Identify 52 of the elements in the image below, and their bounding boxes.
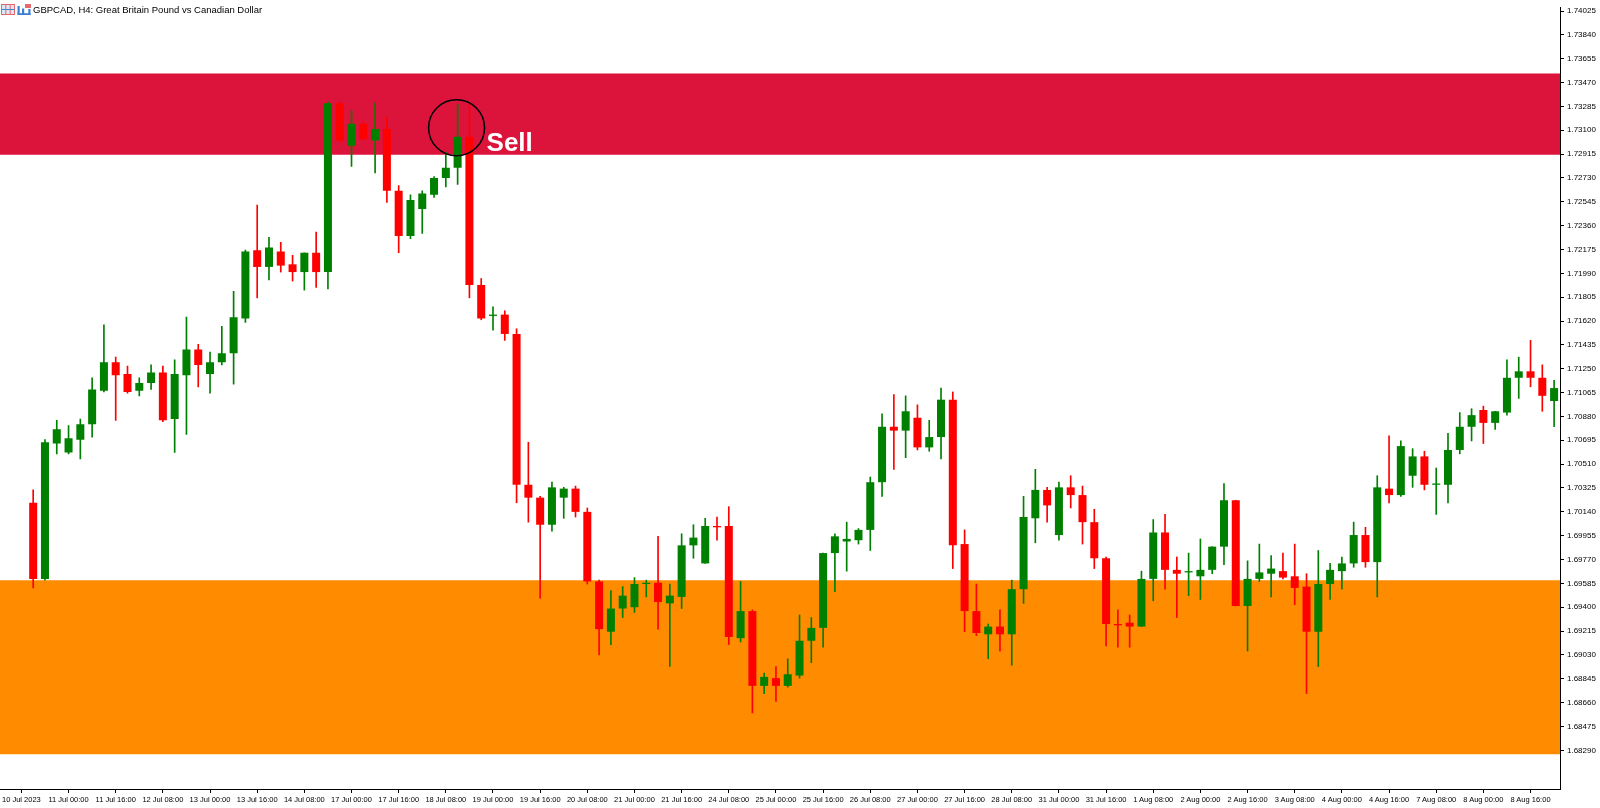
y-tick-label: 1.68660: [1567, 697, 1597, 707]
y-tick-label: 1.73100: [1567, 125, 1597, 135]
candlestick: [217, 325, 226, 366]
y-tick-label: 1.74025: [1567, 6, 1597, 16]
y-tick-label: 1.70695: [1567, 435, 1597, 445]
candlestick: [1385, 435, 1394, 504]
candlestick: [371, 102, 380, 174]
candlestick: [111, 356, 120, 421]
y-tick-label: 1.71620: [1567, 316, 1597, 326]
candlestick: [1337, 556, 1346, 590]
y-tick-label: 1.71805: [1567, 292, 1597, 302]
y-tick-label: 1.68845: [1567, 673, 1597, 683]
y-tick-label: 1.73655: [1567, 53, 1597, 63]
y-tick-label: 1.72730: [1567, 173, 1597, 183]
candlestick: [1267, 555, 1276, 598]
y-tick-label: 1.68290: [1567, 745, 1597, 755]
y-tick-label: 1.72915: [1567, 149, 1597, 159]
candlestick: [1290, 543, 1299, 605]
chart-title: GBPCAD, H4: Great Britain Pound vs Canadian Dollar: [33, 3, 263, 15]
candlestick: [1066, 475, 1075, 509]
y-tick-label: 1.71990: [1567, 268, 1597, 278]
y-tick-label: 1.70325: [1567, 483, 1597, 493]
y-tick-label: 1.72545: [1567, 197, 1597, 207]
y-tick-label: 1.69585: [1567, 578, 1597, 588]
y-tick-label: 1.69215: [1567, 626, 1597, 636]
y-tick-label: 1.73840: [1567, 30, 1597, 40]
y-tick-label: 1.69770: [1567, 554, 1597, 564]
y-tick-label: 1.69030: [1567, 650, 1597, 660]
y-tick-label: 1.69400: [1567, 602, 1597, 612]
y-tick-label: 1.72360: [1567, 220, 1597, 230]
candlestick: [253, 204, 262, 299]
candlestick: [654, 536, 663, 630]
candlestick: [889, 394, 898, 470]
y-tick-label: 1.70510: [1567, 459, 1597, 469]
y-tick-label: 1.73285: [1567, 101, 1597, 111]
band-label: Sell: [486, 126, 533, 157]
y-tick-label: 1.69955: [1567, 530, 1597, 540]
candlestick: [1172, 556, 1181, 618]
y-tick-label: 1.71435: [1567, 340, 1597, 350]
candlestick: [1432, 467, 1441, 515]
y-tick-label: 1.71065: [1567, 387, 1597, 397]
candlestick: [995, 609, 1004, 652]
candlestick: [1514, 356, 1523, 399]
candlestick: [665, 583, 674, 667]
y-tick-label: 1.70880: [1567, 411, 1597, 421]
y-tick-label: 1.73470: [1567, 77, 1597, 87]
y-tick-label: 1.70140: [1567, 507, 1597, 517]
y-tick-label: 1.71250: [1567, 363, 1597, 373]
candlestick: [984, 623, 993, 660]
y-tick-label: 1.68475: [1567, 721, 1597, 731]
candlestick: [771, 666, 780, 702]
y-tick-label: 1.72175: [1567, 244, 1597, 254]
